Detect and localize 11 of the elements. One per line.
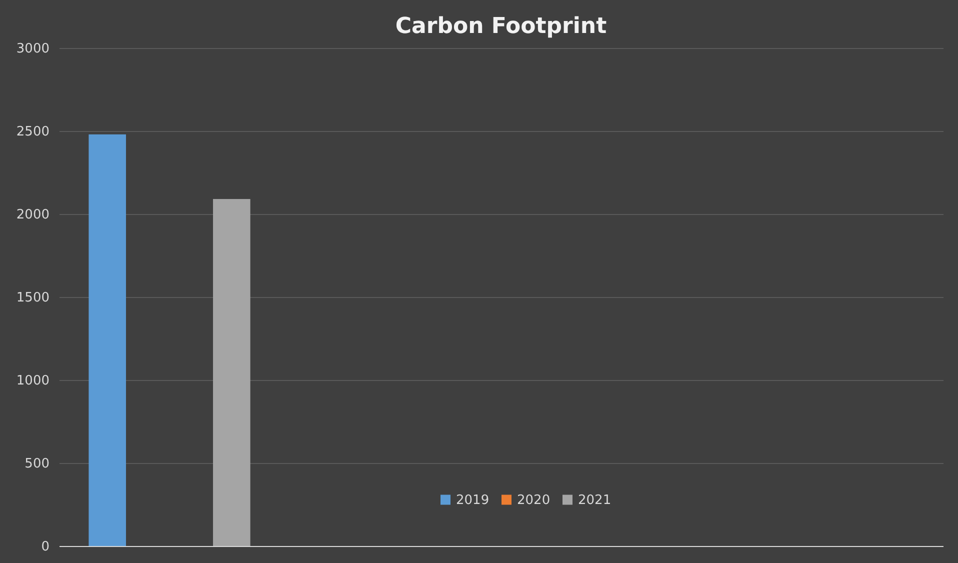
y-tick-label: 500 — [24, 456, 50, 472]
legend-label: 2019 — [456, 492, 490, 508]
legend-label: 2021 — [578, 492, 612, 508]
y-tick-label: 1500 — [16, 290, 50, 306]
legend-label: 2020 — [517, 492, 550, 508]
y-tick-label: 0 — [41, 540, 50, 554]
y-tick-label: 1000 — [16, 374, 50, 388]
chart-title: Carbon Footprint — [395, 14, 608, 39]
y-tick-label: 2500 — [16, 124, 50, 140]
y-tick-label: 3000 — [16, 42, 50, 56]
y-tick-label: 2000 — [16, 208, 50, 222]
